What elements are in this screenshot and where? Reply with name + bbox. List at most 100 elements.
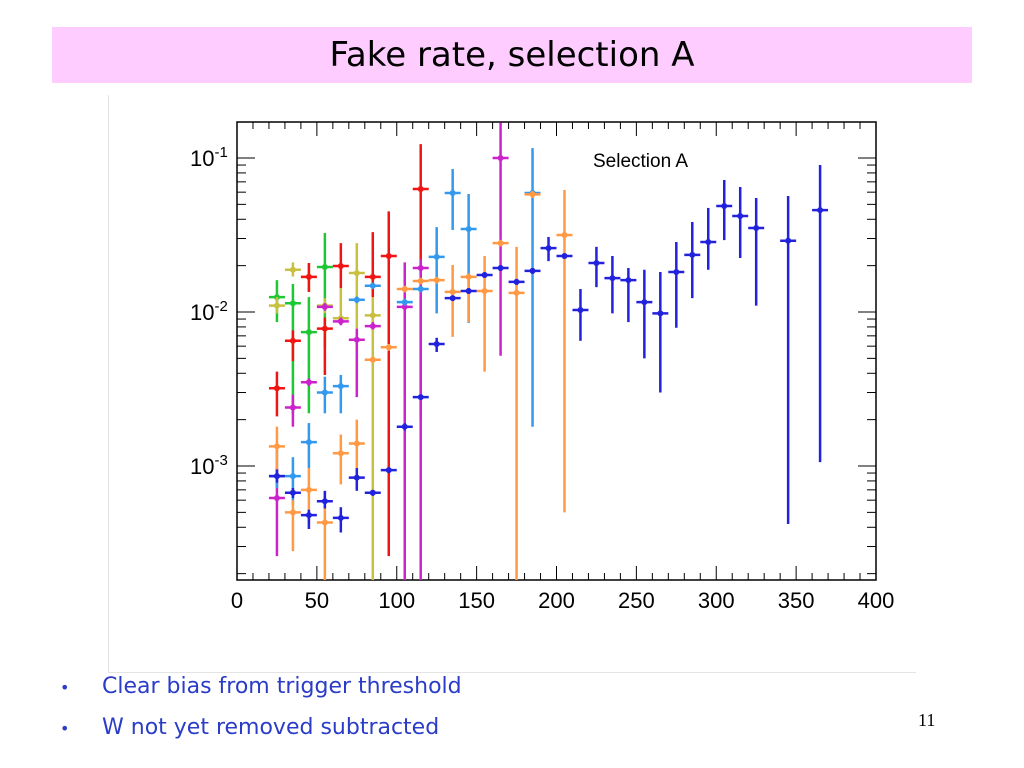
marker <box>481 287 488 294</box>
data-point <box>332 374 349 414</box>
marker <box>561 253 568 260</box>
slide-title-bar: Fake rate, selection A <box>52 27 972 83</box>
marker <box>401 299 408 306</box>
data-point <box>812 165 829 463</box>
data-point <box>316 490 333 509</box>
marker <box>673 268 680 275</box>
marker <box>449 295 456 302</box>
marker <box>465 225 472 232</box>
data-point <box>396 285 413 293</box>
marker <box>305 486 312 493</box>
data-point <box>348 243 365 329</box>
data-point <box>300 263 317 292</box>
marker <box>465 273 472 280</box>
data-point <box>604 256 621 314</box>
data-point <box>684 222 701 299</box>
data-point <box>700 207 717 270</box>
data-point <box>524 267 541 274</box>
data-point <box>460 287 477 294</box>
data-point <box>396 423 413 431</box>
marker <box>417 265 424 272</box>
data-point <box>348 296 365 304</box>
marker <box>529 267 536 274</box>
marker <box>369 323 376 330</box>
data-point <box>428 227 445 314</box>
marker <box>353 474 360 481</box>
data-point <box>364 322 381 330</box>
data-point <box>748 197 765 306</box>
marker <box>337 514 344 521</box>
data-point <box>332 243 349 289</box>
x-tick-label: 0 <box>231 588 243 613</box>
marker <box>753 225 760 232</box>
marker <box>289 473 296 480</box>
marker <box>369 489 376 496</box>
marker <box>305 379 312 386</box>
data-point <box>428 337 445 352</box>
data-point <box>364 356 381 363</box>
marker <box>353 336 360 343</box>
marker <box>497 155 504 161</box>
data-point <box>348 419 365 469</box>
data-point <box>364 489 381 496</box>
marker <box>689 251 696 258</box>
data-point <box>364 282 381 290</box>
marker <box>401 286 408 293</box>
data-point <box>284 500 301 552</box>
bullet-text: Clear bias from trigger threshold <box>102 674 462 699</box>
x-tick-label: 250 <box>618 588 655 613</box>
marker <box>625 277 632 284</box>
marker <box>305 439 312 446</box>
marker <box>401 423 408 430</box>
marker <box>289 404 296 411</box>
data-point <box>412 285 429 293</box>
data-point <box>348 468 365 491</box>
marker <box>465 287 472 294</box>
data-point <box>364 297 381 580</box>
marker <box>369 356 376 363</box>
data-point <box>284 262 301 277</box>
plot-frame <box>236 121 877 581</box>
marker <box>593 260 600 267</box>
data-point <box>588 246 605 288</box>
marker <box>305 512 312 519</box>
marker <box>433 277 440 284</box>
data-point <box>268 426 285 474</box>
marker <box>273 385 280 392</box>
x-tick-label: 150 <box>458 588 495 613</box>
data-point <box>284 330 301 362</box>
data-point <box>332 434 349 485</box>
data-point <box>300 297 317 414</box>
data-point <box>620 268 637 323</box>
data-point <box>316 303 333 311</box>
data-point <box>332 507 349 533</box>
data-point <box>412 277 429 285</box>
marker <box>273 302 280 309</box>
data-point <box>556 253 573 260</box>
marker <box>609 275 616 282</box>
data-point <box>508 246 525 580</box>
marker <box>385 344 392 351</box>
data-point <box>300 509 317 529</box>
data-point <box>524 191 541 198</box>
selection-annotation: Selection A <box>593 151 688 172</box>
data-point <box>316 376 333 414</box>
tick-labels: 0 50 100 150 200 250 300 350 400 10-1 10-2 10-3 <box>190 144 894 613</box>
marker <box>385 467 392 474</box>
marker <box>337 450 344 457</box>
marker <box>497 240 504 247</box>
data-point <box>636 269 653 359</box>
marker <box>433 253 440 260</box>
y-tick-label: 10-1 <box>190 144 228 171</box>
data-point <box>444 295 461 302</box>
marker <box>289 300 296 307</box>
marker <box>337 383 344 390</box>
x-tick-label: 100 <box>378 588 415 613</box>
series-magenta <box>268 122 509 580</box>
y-tick-label: 10-2 <box>190 298 228 325</box>
bullet-dot: • <box>60 719 70 738</box>
data-point <box>300 423 317 469</box>
marker <box>353 270 360 277</box>
data-point <box>412 394 429 401</box>
